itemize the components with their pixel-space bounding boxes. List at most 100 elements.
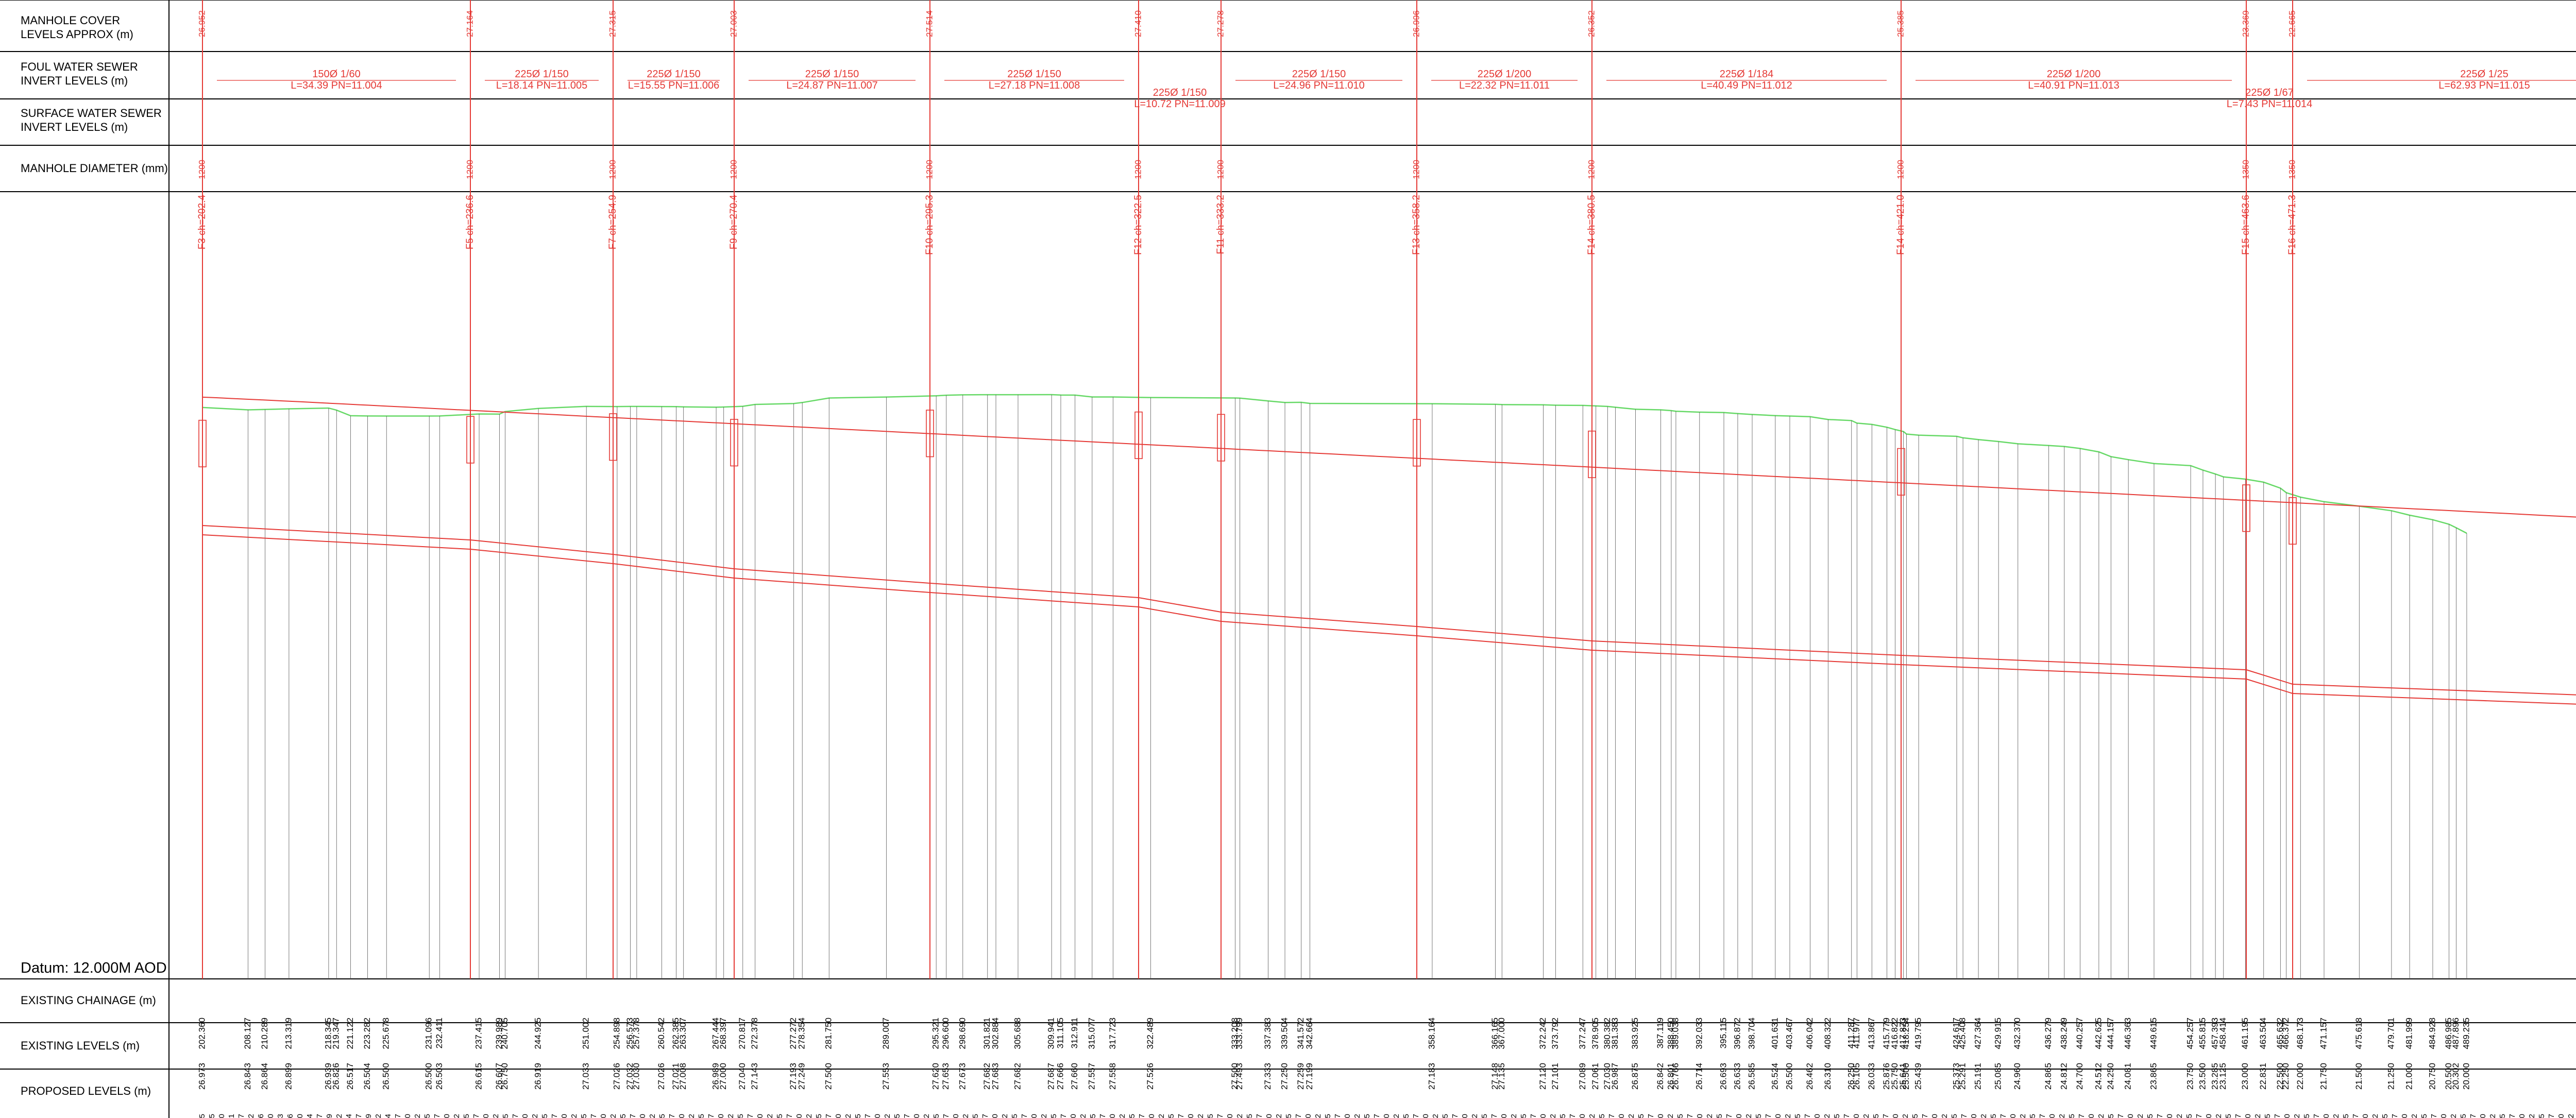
proposed-level-value: 22.842 — [1666, 1114, 1675, 1118]
existing-level-value: 27.033 — [581, 1063, 591, 1090]
proposed-level-value: 25.510 — [717, 1114, 725, 1118]
existing-level-value: 26.842 — [1655, 1063, 1665, 1090]
manhole-chamber — [1897, 448, 1905, 496]
proposed-level-value: 22.815 — [1676, 1114, 1685, 1118]
pipe-invert-bottom — [613, 563, 735, 579]
pipe-length-number: L=15.55 PN=11.006 — [628, 80, 720, 91]
chainage-value: 463.504 — [2258, 1018, 2268, 1049]
proposed-level-value: 25.482 — [726, 1114, 735, 1118]
proposed-level-value: 23.530 — [1421, 1114, 1430, 1118]
chainage-value: 295.321 — [931, 1018, 941, 1049]
proposed-level-value: 21.605 — [2107, 1114, 2115, 1118]
proposed-level-value: 25.152 — [844, 1114, 853, 1118]
chainage-value: 383.925 — [1630, 1018, 1640, 1049]
chainage-value: 398.704 — [1747, 1018, 1756, 1049]
manhole-chamber — [1588, 430, 1596, 478]
existing-level-value: 27.030 — [631, 1063, 641, 1090]
pipe-length-number: L=24.87 PN=11.007 — [786, 80, 878, 91]
proposed-level-value: 25.317 — [785, 1114, 794, 1118]
pipe-invert-top — [734, 568, 930, 584]
existing-level-value: 21.500 — [2354, 1063, 2364, 1090]
proposed-level-value: 23.227 — [1529, 1114, 1538, 1118]
manhole-diameter: 1200 — [1895, 160, 1905, 179]
proposed-level-value: 20.312 — [2567, 1114, 2575, 1118]
pipe-length-number: L=40.49 PN=11.012 — [1701, 80, 1792, 91]
row-label-surface-invert: SURFACE WATER SEWER INVERT LEVELS (m) — [21, 107, 162, 133]
manhole-chamber — [1134, 411, 1143, 459]
chainage-value: 309.941 — [1046, 1018, 1056, 1049]
proposed-level-value: 24.685 — [1010, 1114, 1019, 1118]
proposed-level-value: 23.777 — [1333, 1114, 1342, 1118]
manhole-diameter: 1350 — [2241, 160, 2250, 179]
chainage-value: 219.347 — [331, 1018, 341, 1049]
proposed-level-value: 26.822 — [247, 1114, 256, 1118]
pipe-invert-top — [1138, 597, 1222, 613]
chainage-value: 333.208 — [1230, 1018, 1240, 1049]
proposed-level-value: 25.895 — [580, 1114, 588, 1118]
existing-level-value: 23.750 — [2185, 1063, 2195, 1090]
chainage-value: 366.165 — [1490, 1018, 1500, 1049]
chainage-value: 296.600 — [941, 1018, 951, 1049]
existing-level-value: 22.000 — [2295, 1063, 2305, 1090]
proposed-level-value: 25.785 — [619, 1114, 628, 1118]
manhole-ref: F3 ch=202.4 — [197, 195, 208, 250]
chainage-value: 392.033 — [1694, 1018, 1704, 1049]
proposed-level-value: 22.760 — [1696, 1114, 1704, 1118]
proposed-level-value: 24.712 — [1001, 1114, 1009, 1118]
proposed-level-value: 22.925 — [1637, 1114, 1646, 1118]
chainage-value: 377.247 — [1578, 1018, 1587, 1049]
pipe-length-number: L=7.43 PN=11.014 — [2227, 98, 2312, 110]
proposed-level-value: 22.072 — [1940, 1114, 1949, 1118]
chainage-value: 281.750 — [824, 1018, 834, 1049]
existing-level-value: 27.008 — [678, 1063, 688, 1090]
chainage-value: 425.408 — [1958, 1018, 1968, 1049]
chainage-value: 389.038 — [1670, 1018, 1680, 1049]
proposed-level-value: 22.540 — [1774, 1114, 1783, 1118]
existing-level-value: 27.183 — [1427, 1063, 1436, 1090]
proposed-level-value: 24.520 — [1069, 1114, 1078, 1118]
proposed-level-value: 20.670 — [2439, 1114, 2448, 1118]
manhole-diameter: 1200 — [1133, 160, 1143, 179]
existing-level-value: 26.033 — [1867, 1063, 1876, 1090]
proposed-level-value: 22.870 — [1656, 1114, 1665, 1118]
chainage-value: 436.279 — [2043, 1018, 2053, 1049]
proposed-level-value: 23.887 — [1294, 1114, 1303, 1118]
manhole-ref: F14 ch=421.0 — [1895, 195, 1906, 255]
existing-level-value: 27.040 — [737, 1063, 747, 1090]
proposed-level-value: 25.867 — [589, 1114, 598, 1118]
pipe-invert-top — [2292, 684, 2576, 696]
chainage-value: 257.378 — [631, 1018, 641, 1049]
pipe-invert-top — [2246, 669, 2293, 685]
existing-level-value: 27.683 — [991, 1063, 1001, 1090]
proposed-level-value: 20.862 — [2371, 1114, 2380, 1118]
proposed-level-value: 22.127 — [1921, 1114, 1929, 1118]
proposed-level-value: 20.615 — [2459, 1114, 2468, 1118]
proposed-level-value: 21.962 — [1979, 1114, 1988, 1118]
proposed-level-value: 26.637 — [315, 1114, 324, 1118]
proposed-level-value: 24.162 — [1196, 1114, 1205, 1118]
manhole-diameter: 1200 — [1411, 160, 1421, 179]
level-ticks: 202.360 26.973 208.127 26.843 210.289 26.864 2… — [197, 1018, 2575, 1118]
chainage-value: 231.096 — [424, 1018, 434, 1049]
proposed-level-value: 26.664 — [306, 1114, 314, 1118]
proposed-level-value: 23.007 — [1607, 1114, 1616, 1118]
ground-profile — [202, 394, 2576, 979]
proposed-level-value: 20.560 — [2479, 1114, 2487, 1118]
chainage-value: 429.915 — [1993, 1018, 2003, 1049]
pipe-size-gradient: 225Ø 1/150 — [805, 69, 859, 80]
existing-level-value: 24.812 — [2059, 1063, 2069, 1090]
proposed-level-value: 24.355 — [1128, 1114, 1137, 1118]
existing-level-value: 27.526 — [1145, 1063, 1155, 1090]
proposed-level-value: 23.090 — [1578, 1114, 1587, 1118]
proposed-level-value: 23.915 — [1284, 1114, 1293, 1118]
pipe-invert-top — [929, 583, 1139, 598]
existing-level-value: 26.973 — [197, 1063, 207, 1090]
existing-level-value: 26.919 — [533, 1063, 543, 1090]
existing-level-value: 27.061 — [1590, 1063, 1600, 1090]
proposed-level-value: 26.945 — [198, 1114, 207, 1118]
pipe-length-number: L=10.72 PN=11.009 — [1134, 98, 1226, 110]
proposed-level-value: 25.455 — [736, 1114, 745, 1118]
pipe-invert-bottom — [202, 534, 471, 550]
pipe-size-gradient: 225Ø 1/25 — [2460, 69, 2508, 80]
chainage-value: 487.896 — [2451, 1018, 2461, 1049]
